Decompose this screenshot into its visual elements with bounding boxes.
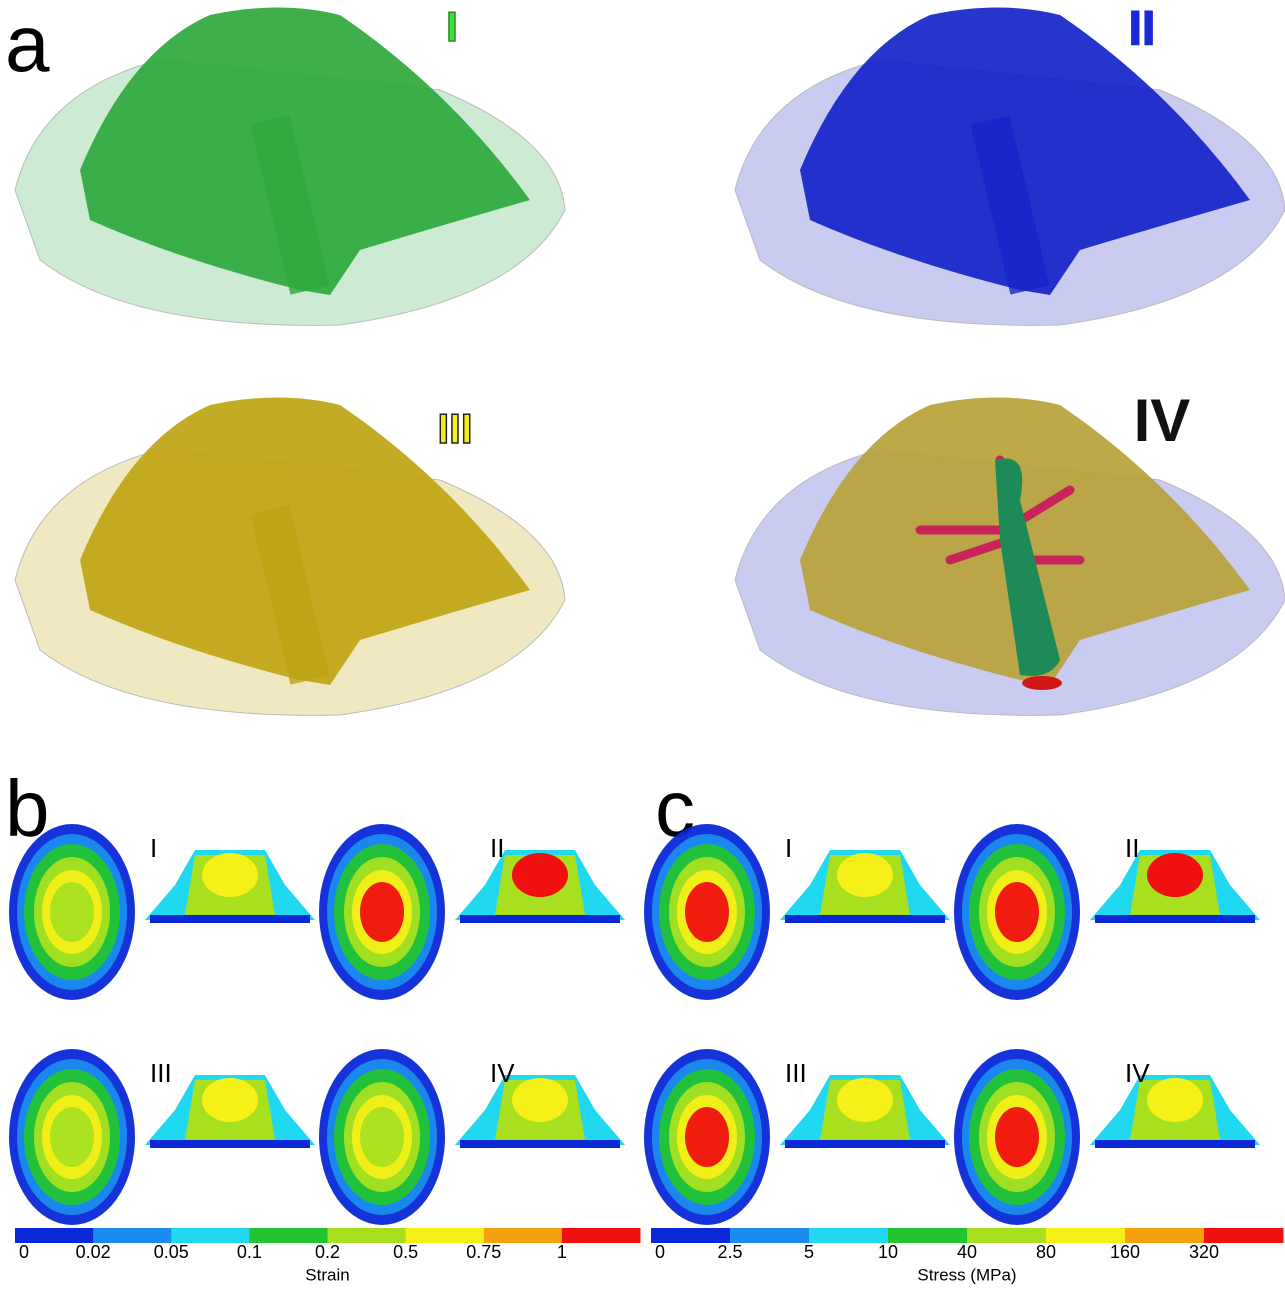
colorbar-tick-label: 160 (1110, 1242, 1140, 1262)
colorbar-segment (809, 1228, 889, 1243)
colorbar-segment (15, 1228, 94, 1243)
colorbar-segment (967, 1228, 1047, 1243)
render-label: I (446, 3, 458, 50)
top-view-contour (995, 1107, 1039, 1167)
colorbar-title: Stress (MPa) (917, 1265, 1016, 1284)
side-view-hotspot (1147, 1078, 1203, 1122)
specimen-render (735, 8, 1285, 326)
colorbar-segment (730, 1228, 810, 1243)
colorbar-segment (1125, 1228, 1205, 1243)
colorbar-tick-label: 80 (1036, 1242, 1056, 1262)
side-view-hotspot (837, 853, 893, 897)
colorbar-tick-label: 5 (804, 1242, 814, 1262)
top-view-contour (360, 1107, 404, 1167)
specimen-render (735, 398, 1285, 716)
colorbar-tick-label: 0 (655, 1242, 665, 1262)
top-view-contour (685, 1107, 729, 1167)
render-label: IV (1134, 387, 1191, 454)
colorbar-segment (1204, 1228, 1284, 1243)
item-label: IV (490, 1058, 515, 1088)
colorbar-tick-label: 10 (878, 1242, 898, 1262)
top-view-contour (50, 1107, 94, 1167)
specimen-render (15, 8, 565, 326)
side-view-hotspot (1147, 853, 1203, 897)
colorbar-segment (888, 1228, 968, 1243)
simulation-result (319, 824, 625, 1000)
top-view-contour (995, 882, 1039, 942)
colorbar-tick-label: 0.1 (237, 1242, 262, 1262)
side-view-hotspot (837, 1078, 893, 1122)
simulation-result (954, 824, 1260, 1000)
colorbar-tick-label: 0.75 (466, 1242, 501, 1262)
side-view-hotspot (202, 1078, 258, 1122)
side-view-hotspot (512, 853, 568, 897)
side-view-hotspot (202, 853, 258, 897)
side-view-base (150, 915, 310, 923)
side-view-base (1095, 915, 1255, 923)
colorbar-tick-label: 0.05 (154, 1242, 189, 1262)
colorbar-segment (651, 1228, 731, 1243)
panel-label: a (5, 0, 50, 88)
colorbar-segment (406, 1228, 485, 1243)
simulation-result (644, 824, 950, 1000)
side-view-base (785, 1140, 945, 1148)
top-view-contour (50, 882, 94, 942)
item-label: I (785, 833, 792, 863)
item-label: II (490, 833, 504, 863)
top-view-contour (685, 882, 729, 942)
colorbar-tick-label: 0.02 (76, 1242, 111, 1262)
item-label: III (150, 1058, 172, 1088)
figure: abcIIIIIIIVIIIIIIIV00.020.050.10.20.50.7… (0, 0, 1285, 1290)
colorbar-tick-label: 320 (1189, 1242, 1219, 1262)
side-view-base (150, 1140, 310, 1148)
simulation-result (319, 1049, 625, 1225)
item-label: IV (1125, 1058, 1150, 1088)
colorbar-tick-label: 1 (557, 1242, 567, 1262)
item-label: III (785, 1058, 807, 1088)
colorbar-tick-label: 0.2 (315, 1242, 340, 1262)
colorbar-segment (1046, 1228, 1126, 1243)
item-label: II (1125, 833, 1139, 863)
simulation-result (9, 824, 315, 1000)
colorbar-segment (171, 1228, 250, 1243)
specimen-render (15, 398, 565, 716)
colorbar-tick-label: 40 (957, 1242, 977, 1262)
colorbar-title: Strain (305, 1265, 349, 1284)
colorbar-segment (562, 1228, 641, 1243)
side-view-base (460, 915, 620, 923)
simulation-result (954, 1049, 1260, 1225)
colorbar-segment (484, 1228, 563, 1243)
render-label: II (1129, 3, 1156, 56)
side-view-base (460, 1140, 620, 1148)
render-label: III (437, 405, 472, 452)
stem-end (1022, 676, 1062, 690)
side-view-hotspot (512, 1078, 568, 1122)
colorbar-tick-label: 2.5 (717, 1242, 742, 1262)
colorbar-tick-label: 0.5 (393, 1242, 418, 1262)
colorbar-segment (93, 1228, 172, 1243)
side-view-base (785, 915, 945, 923)
top-view-contour (360, 882, 404, 942)
colorbar-segment (328, 1228, 407, 1243)
colorbar-segment (249, 1228, 328, 1243)
item-label: I (150, 833, 157, 863)
side-view-base (1095, 1140, 1255, 1148)
colorbar-tick-label: 0 (19, 1242, 29, 1262)
